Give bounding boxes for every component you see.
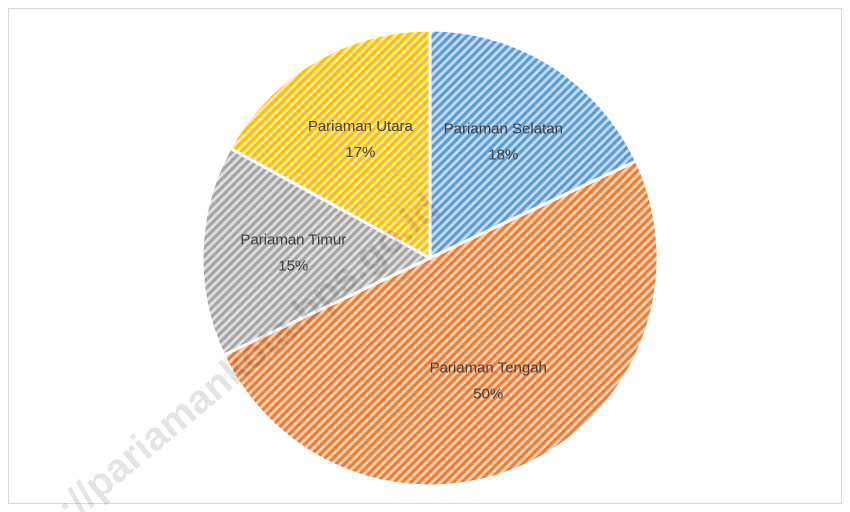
pie-slice — [428, 28, 639, 261]
slice-value-label: 17% — [345, 144, 375, 161]
pie-slice — [228, 28, 432, 261]
slice-value-label: 18% — [488, 146, 518, 163]
slice-label: Pariaman Tengah — [430, 360, 547, 377]
slice-label: Pariaman Selatan — [444, 120, 563, 137]
slice-label: Pariaman Timur — [240, 232, 346, 249]
pie-slice — [200, 146, 434, 358]
slice-value-label: 50% — [473, 386, 503, 403]
pie-slice — [221, 158, 660, 488]
slice-value-label: 15% — [278, 258, 308, 275]
slice-label: Pariaman Utara — [308, 118, 414, 135]
